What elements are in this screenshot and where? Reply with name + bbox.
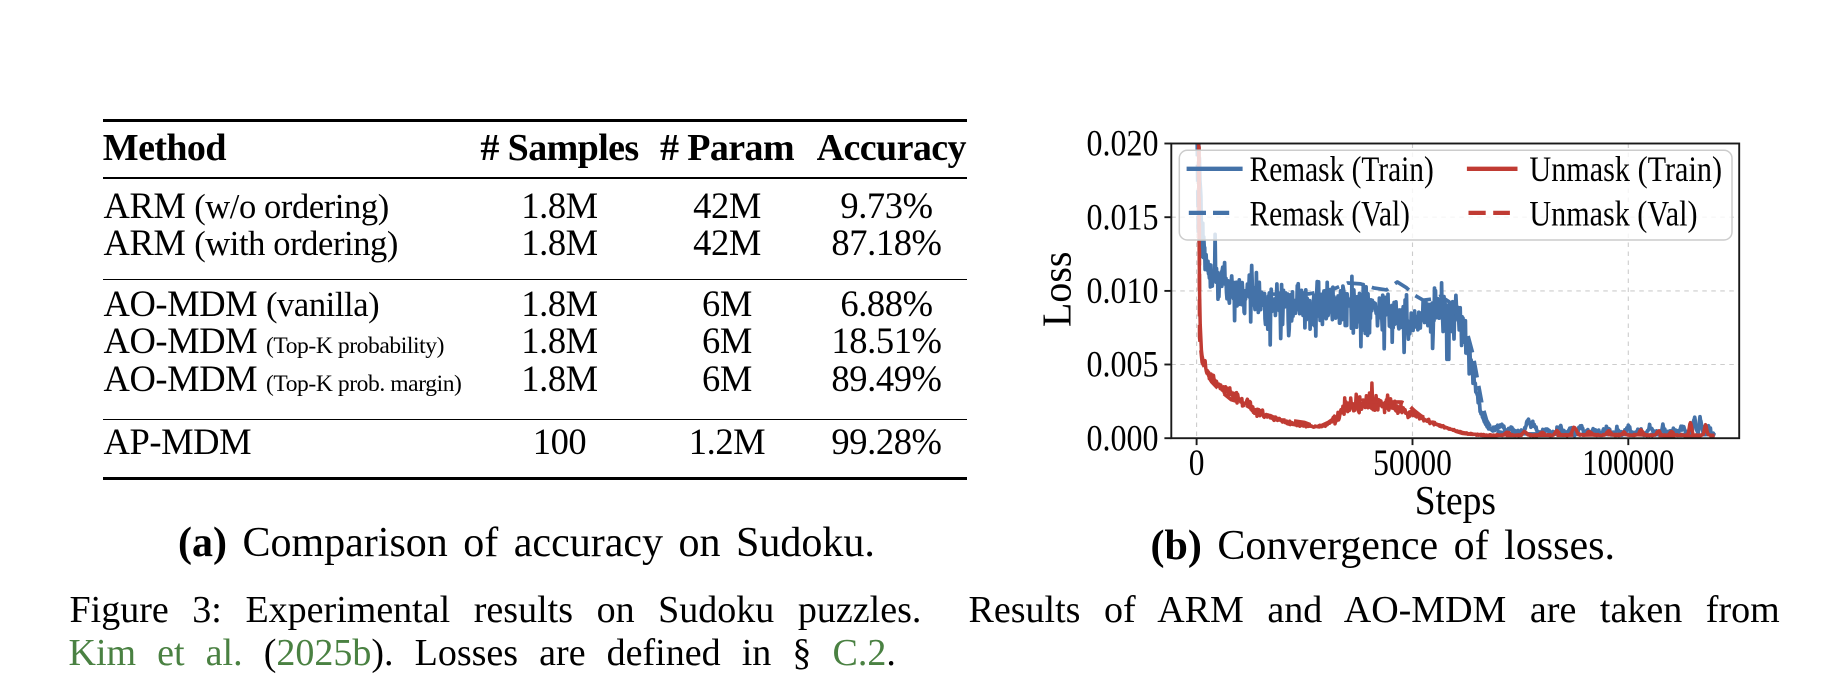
svg-text:Steps: Steps <box>1415 477 1496 523</box>
svg-text:Remask (Val): Remask (Val) <box>1250 194 1410 234</box>
svg-text:100000: 100000 <box>1582 443 1674 484</box>
svg-text:0.020: 0.020 <box>1087 124 1159 165</box>
svg-text:0.000: 0.000 <box>1087 418 1159 459</box>
svg-text:0.005: 0.005 <box>1087 345 1159 386</box>
svg-text:50000: 50000 <box>1373 443 1452 484</box>
svg-text:0.015: 0.015 <box>1087 197 1159 238</box>
svg-text:Unmask (Train): Unmask (Train) <box>1529 149 1722 189</box>
svg-text:Loss: Loss <box>1033 252 1079 327</box>
svg-text:Unmask (Val): Unmask (Val) <box>1529 194 1697 234</box>
svg-text:0.010: 0.010 <box>1087 271 1159 312</box>
svg-text:Remask (Train): Remask (Train) <box>1250 149 1434 189</box>
svg-text:0: 0 <box>1189 443 1205 484</box>
